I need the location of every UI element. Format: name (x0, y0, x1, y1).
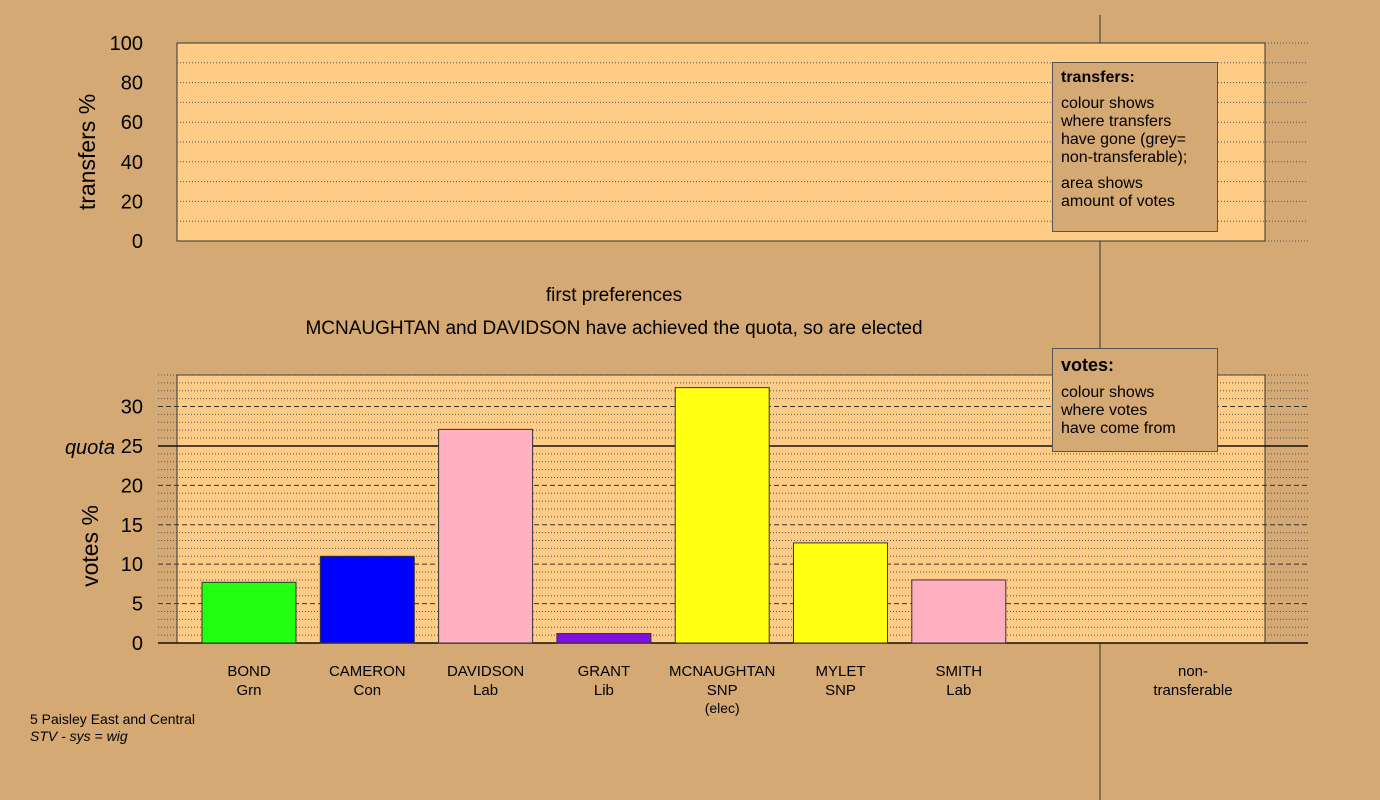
vote-bar (201, 581, 297, 644)
chart-subtitle: MCNAUGHTAN and DAVIDSON have achieved th… (305, 318, 922, 339)
transfers-legend: transfers: colour shows where transfers … (1052, 62, 1218, 232)
vote-bar (319, 555, 415, 644)
transfers-y-axis-label: transfers % (74, 94, 100, 210)
transfers-legend-line: amount of votes (1061, 193, 1175, 210)
vote-bar (438, 428, 534, 644)
transfers-legend-line: non-transferable); (1061, 149, 1188, 166)
votes-y-tick-label: 25 (121, 436, 143, 458)
transfers-y-tick-label: 60 (121, 112, 143, 134)
candidate-party-label: Lab (946, 682, 971, 699)
voting-system: STV - sys = wig (30, 728, 128, 744)
votes-y-axis: 0 5 10 15 20 25 30 (121, 397, 143, 655)
votes-legend-line: colour shows (1061, 384, 1155, 401)
nontransferable-label: non- (1178, 663, 1208, 680)
transfers-y-tick-label: 20 (121, 191, 143, 213)
transfers-legend-line: where transfers (1061, 113, 1172, 130)
vote-bar (556, 633, 652, 644)
candidate-name-label: GRANT (578, 663, 631, 680)
votes-y-tick-label: 15 (121, 515, 143, 537)
transfers-legend-line: have gone (grey= (1061, 131, 1186, 148)
candidate-labels: BOND Grn CAMERON Con DAVIDSON Lab GRANT Lib MCNA… (227, 663, 1232, 716)
transfers-y-tick-label: 100 (110, 33, 143, 55)
votes-y-tick-label: 10 (121, 554, 143, 576)
candidate-name-label: DAVIDSON (447, 663, 524, 680)
vote-bar (911, 579, 1007, 644)
votes-y-tick-label: 0 (132, 633, 143, 655)
transfers-legend-line: colour shows (1061, 95, 1155, 112)
transfers-y-tick-label: 80 (121, 73, 143, 95)
candidate-name-label: MYLET (815, 663, 865, 680)
candidate-name-label: BOND (227, 663, 271, 680)
transfers-legend-colour-text: colour shows where transfers have gone (… (1061, 95, 1209, 167)
transfers-legend-area-text: area shows amount of votes (1061, 175, 1209, 211)
votes-legend-line: where votes (1061, 402, 1148, 419)
votes-y-tick-label: 5 (132, 594, 143, 616)
votes-bars (201, 387, 1007, 644)
votes-legend-line: have come from (1061, 420, 1176, 437)
votes-y-tick-label: 30 (121, 397, 143, 419)
transfers-y-tick-label: 0 (132, 231, 143, 253)
vote-bar (674, 387, 770, 644)
votes-y-tick-label: 20 (121, 475, 143, 497)
candidate-name-label: MCNAUGHTAN (669, 663, 775, 680)
candidate-party-label: Grn (236, 682, 261, 699)
transfers-legend-title: transfers: (1061, 69, 1135, 86)
votes-legend: votes: colour shows where votes have com… (1052, 348, 1218, 452)
candidate-party-label: Lab (473, 682, 498, 699)
transfers-legend-line: area shows (1061, 175, 1143, 192)
candidate-note-label: (elec) (705, 700, 740, 716)
chart-title: first preferences (546, 285, 682, 306)
candidate-name-label: CAMERON (329, 663, 406, 680)
candidate-name-label: SMITH (935, 663, 982, 680)
transfers-y-axis: 0 20 40 60 80 100 (110, 33, 143, 253)
votes-legend-title: votes: (1061, 355, 1115, 375)
votes-y-axis-label: votes % (77, 505, 103, 587)
constituency-name: 5 Paisley East and Central (30, 711, 195, 727)
candidate-party-label: Lib (594, 682, 614, 699)
candidate-party-label: SNP (707, 682, 738, 699)
vote-bar (793, 542, 888, 644)
nontransferable-label: transferable (1153, 682, 1232, 699)
candidate-party-label: Con (354, 682, 382, 699)
quota-label: quota (65, 437, 115, 459)
candidate-party-label: SNP (825, 682, 856, 699)
transfers-y-tick-label: 40 (121, 152, 143, 174)
chart-footer: 5 Paisley East and Central STV - sys = w… (30, 711, 195, 745)
